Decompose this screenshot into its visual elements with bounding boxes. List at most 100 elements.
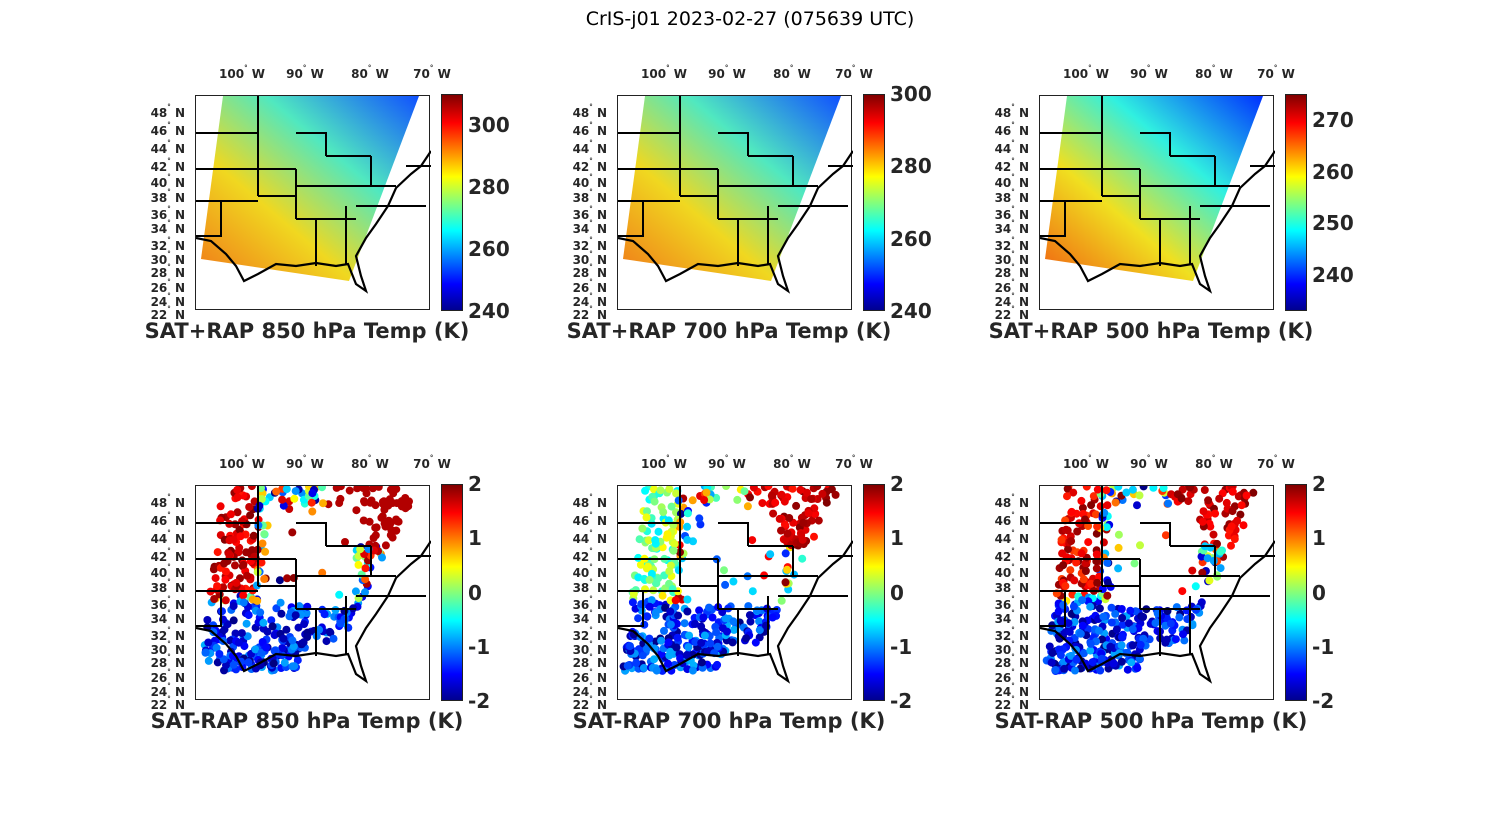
colorbar	[1285, 484, 1307, 701]
difference-point	[1159, 486, 1168, 492]
difference-point	[1117, 657, 1126, 666]
colorbar-tick-label: 2	[1312, 472, 1326, 496]
latitude-tick-label: 26° N	[150, 668, 185, 685]
coastline	[1040, 150, 1275, 294]
difference-point	[243, 571, 252, 580]
difference-point	[201, 648, 210, 657]
latitude-tick-label: 22° N	[572, 305, 607, 322]
difference-point	[255, 501, 264, 510]
difference-point	[279, 634, 288, 643]
difference-point	[645, 602, 654, 611]
latitude-tick-label: 32° N	[572, 236, 607, 253]
difference-point	[1239, 521, 1248, 530]
map-axes	[1039, 95, 1275, 310]
longitude-tick-label: 80° W	[351, 64, 389, 81]
difference-point	[683, 522, 692, 531]
latitude-tick-label: 30° N	[150, 250, 185, 267]
difference-point	[226, 510, 235, 519]
difference-point	[669, 546, 678, 555]
difference-point	[666, 647, 675, 656]
difference-point	[341, 538, 349, 546]
latitude-tick-label: 44° N	[150, 139, 185, 156]
difference-point	[1112, 625, 1121, 634]
difference-point	[283, 574, 292, 583]
difference-point	[1117, 641, 1126, 650]
difference-point	[280, 658, 289, 667]
latitude-tick-label: 42° N	[572, 157, 607, 174]
difference-point	[1061, 582, 1070, 591]
latitude-tick-label: 24° N	[150, 682, 185, 699]
latitude-tick-label: 26° N	[994, 668, 1029, 685]
difference-point	[378, 512, 387, 521]
difference-point	[650, 497, 659, 506]
colorbar-tick-label: 1	[890, 526, 904, 551]
difference-point	[1136, 640, 1145, 649]
coastline	[1040, 540, 1275, 684]
difference-point	[239, 598, 248, 607]
difference-point	[282, 486, 291, 494]
difference-point	[691, 638, 700, 646]
latitude-tick-label: 24° N	[150, 292, 185, 309]
latitude-tick-label: 34° N	[994, 609, 1029, 626]
difference-point	[721, 580, 730, 589]
latitude-tick-label: 32° N	[572, 626, 607, 643]
difference-point	[380, 505, 389, 514]
difference-point	[253, 596, 262, 605]
colorbar-tick-label: 240	[468, 299, 510, 323]
latitude-tick-label: 26° N	[572, 668, 607, 685]
difference-point	[259, 618, 268, 627]
difference-point	[728, 638, 737, 647]
difference-point	[1124, 619, 1133, 628]
latitude-tick-label: 28° N	[150, 653, 185, 670]
latitude-tick-label: 32° N	[994, 626, 1029, 643]
difference-point	[213, 658, 222, 667]
difference-point	[378, 553, 386, 562]
difference-point	[1128, 641, 1137, 650]
difference-point	[1114, 530, 1123, 539]
difference-point	[1099, 612, 1108, 621]
difference-point	[216, 502, 225, 511]
difference-point	[785, 514, 794, 522]
difference-point	[239, 560, 248, 569]
difference-point	[798, 535, 807, 544]
difference-point	[1180, 636, 1189, 645]
difference-point	[215, 650, 224, 658]
colorbar-tick-label: 2	[890, 472, 904, 496]
difference-point	[381, 541, 390, 550]
difference-point	[1092, 550, 1101, 559]
difference-point	[755, 617, 764, 626]
difference-point	[1228, 487, 1237, 496]
difference-point	[1051, 666, 1060, 674]
latitude-tick-label: 22° N	[150, 305, 185, 322]
temperature-swath	[1045, 96, 1263, 281]
difference-point	[638, 524, 647, 533]
latitude-tick-label: 38° N	[150, 188, 185, 205]
longitude-tick-label: 70° W	[835, 64, 873, 81]
difference-point	[1054, 632, 1063, 641]
difference-point	[1215, 494, 1224, 503]
difference-point	[308, 489, 317, 498]
difference-point	[247, 486, 256, 491]
longitude-tick-label: 100° W	[219, 64, 265, 81]
difference-point	[1071, 666, 1079, 675]
difference-point	[258, 539, 267, 548]
longitude-tick-label: 100° W	[1063, 64, 1109, 81]
difference-point	[272, 487, 281, 496]
difference-point	[1127, 658, 1136, 667]
difference-point	[644, 536, 653, 545]
difference-point	[244, 658, 253, 667]
difference-point	[1191, 582, 1200, 591]
difference-point	[696, 520, 705, 529]
difference-point	[641, 486, 650, 495]
difference-point	[742, 634, 751, 643]
difference-point	[664, 659, 672, 668]
difference-point	[1066, 566, 1075, 575]
difference-point	[359, 486, 368, 492]
difference-point	[1249, 488, 1258, 497]
difference-point	[278, 495, 287, 504]
colorbar-tick-label: 0	[890, 580, 904, 605]
difference-point	[1135, 654, 1144, 663]
difference-point	[290, 662, 299, 671]
difference-point	[813, 486, 822, 491]
latitude-tick-label: 44° N	[572, 529, 607, 546]
